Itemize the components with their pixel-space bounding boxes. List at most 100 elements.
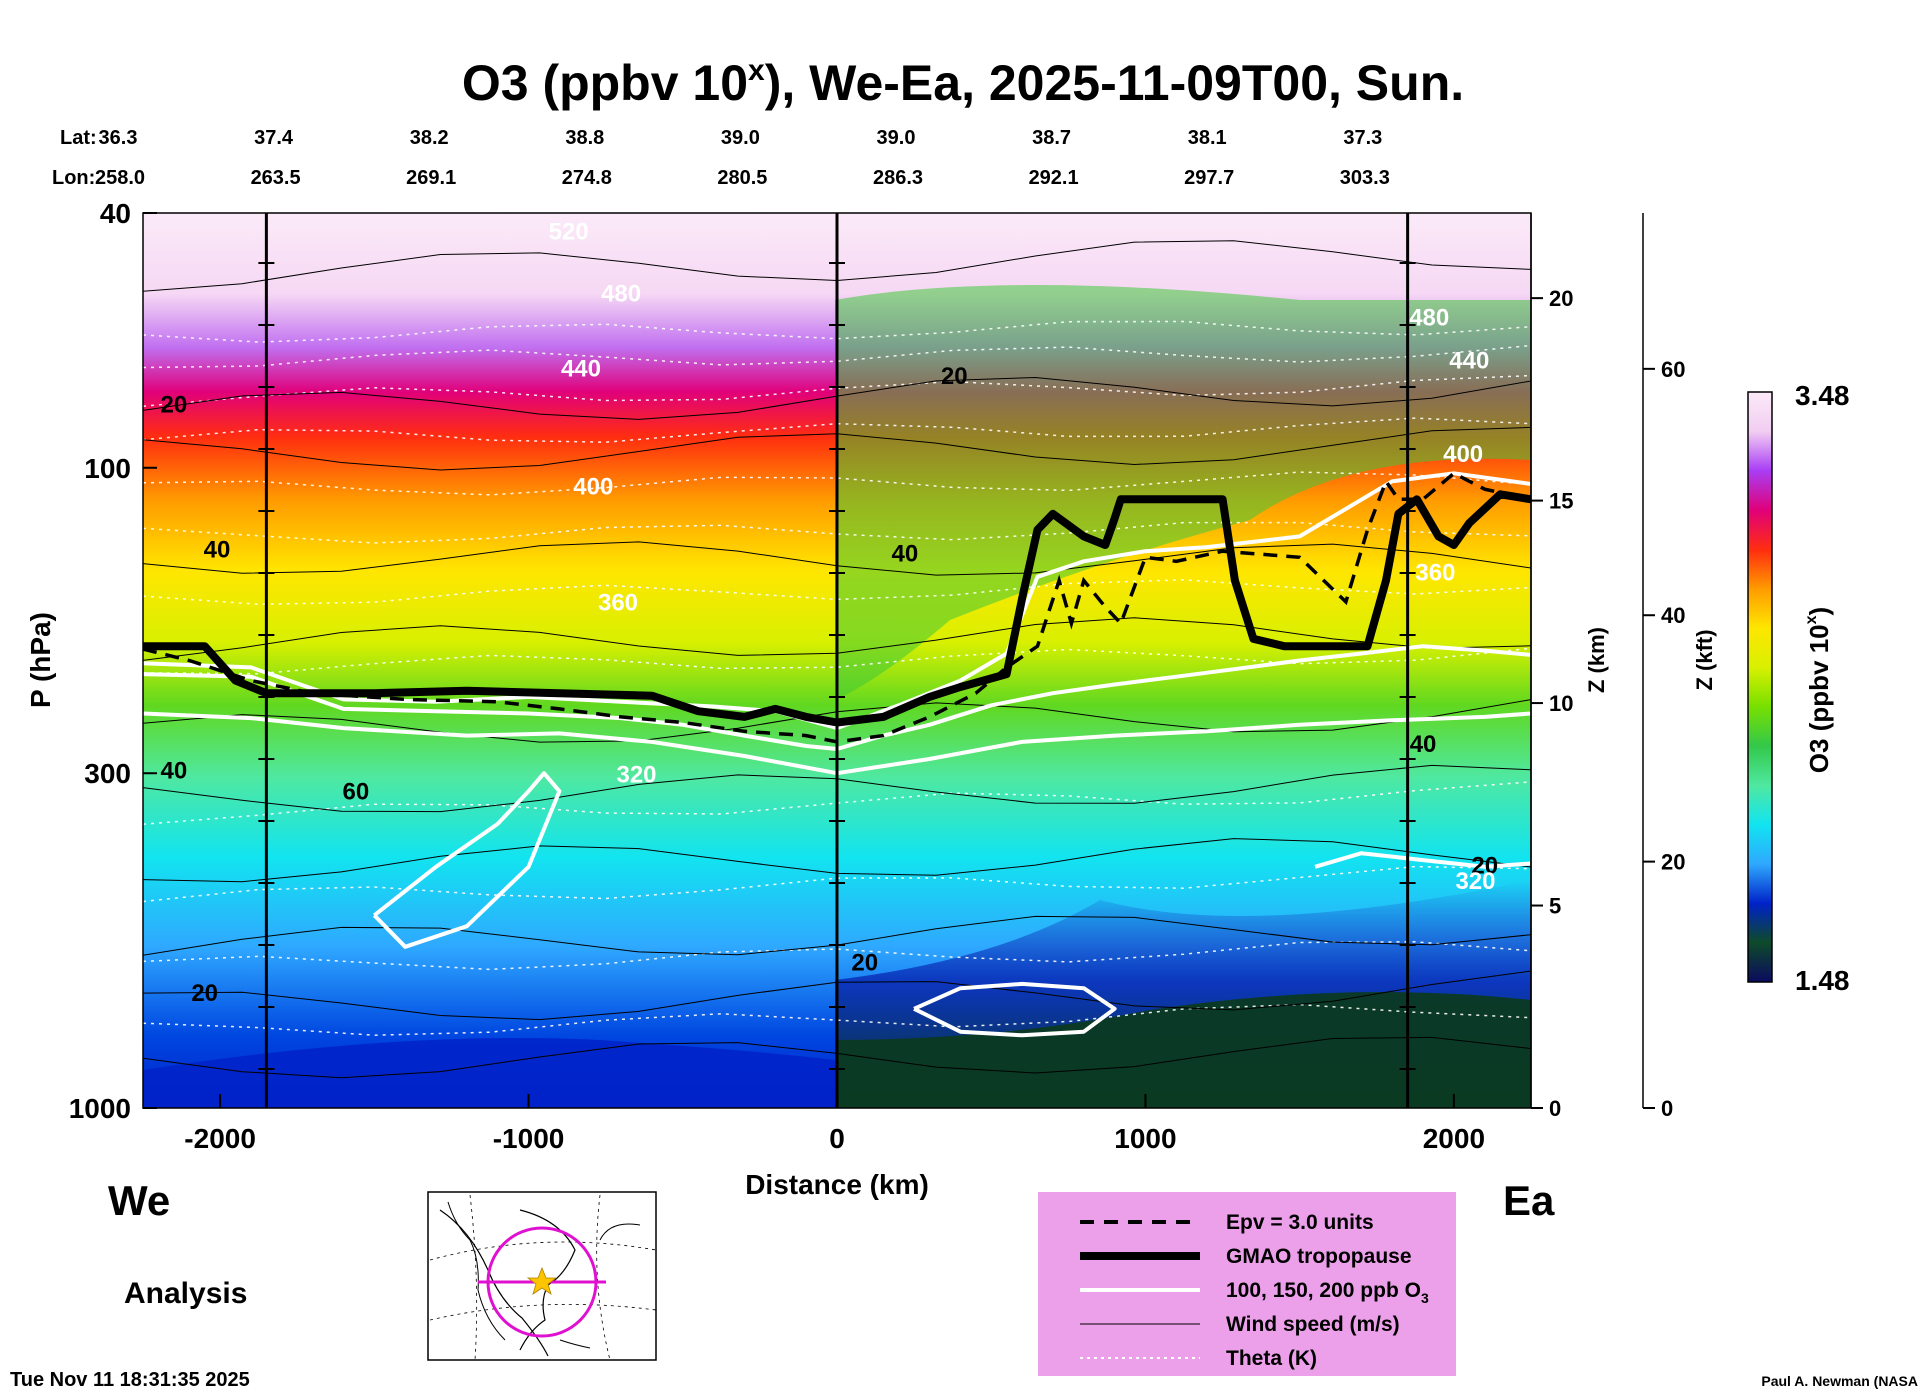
x-axis: -2000 -1000 0 1000 2000 [184,1094,1485,1154]
theta-label: 360 [1415,560,1455,587]
east-label: Ea [1503,1177,1555,1224]
wind-labels: 20 40 40 60 20 20 40 20 40 20 [160,363,1498,1007]
lon-value: 297.7 [1184,167,1234,189]
lon-value: 303.3 [1340,167,1390,189]
legend-epv: Epv = 3.0 units [1226,1211,1374,1234]
colorbar-max-label: 3.48 [1795,380,1850,411]
lat-value: 38.1 [1188,127,1227,149]
lon-label: Lon: [52,167,95,189]
x-tick-label: 0 [829,1123,845,1154]
map-inset [427,1191,657,1361]
z-kft-tick-label: 60 [1661,357,1685,382]
theta-label: 400 [1443,441,1483,468]
o3-contour [372,771,562,949]
x-tick-label: -1000 [493,1123,565,1154]
theta-label: 520 [549,219,589,246]
theta-label: 480 [1409,305,1449,332]
theta-isentropes [143,320,1531,1036]
section-vertical-lines [258,213,1416,1108]
legend: Epv = 3.0 units GMAO tropopause 100, 150… [1038,1192,1456,1376]
theta-line [143,374,1531,407]
p-tick-label: 1000 [69,1093,131,1124]
theta-label: 360 [598,589,638,616]
theta-label: 400 [573,473,613,500]
o3-contour [1314,851,1531,869]
p-tick-label: 40 [100,198,131,229]
theta-label: 440 [1449,348,1489,375]
legend-theta: Theta (K) [1226,1347,1317,1370]
lat-value: 38.7 [1032,127,1071,149]
z-km-tick-label: 10 [1549,691,1573,716]
legend-wind: Wind speed (m/s) [1226,1313,1400,1336]
o3-contour [143,644,1531,751]
wind-label: 40 [892,540,919,567]
wind-label: 60 [342,779,369,806]
credit: Paul A. Newman (NASA [1761,1373,1918,1389]
analysis-label: Analysis [124,1277,247,1310]
lat-value: 38.8 [565,127,604,149]
x-tick-label: 1000 [1114,1123,1176,1154]
lat-value: 37.4 [254,127,294,149]
wind-label: 20 [160,392,187,419]
epv-path [143,471,1531,744]
wind-label: 20 [851,950,878,977]
z-km-axis-title: Z (km) [1584,627,1609,693]
lon-value: 263.5 [251,167,301,189]
lat-value: 36.3 [99,127,138,149]
wind-label: 40 [204,536,231,563]
theta-label: 320 [1455,868,1495,895]
colorbar-min-label: 1.48 [1795,965,1850,996]
lon-value: 269.1 [406,167,456,189]
lat-value: 39.0 [721,127,760,149]
pressure-axis: 40 100 300 1000 [69,198,157,1124]
legend-tropopause: GMAO tropopause [1226,1245,1412,1268]
theta-label: 320 [616,761,656,788]
epv-line [143,471,1531,744]
lon-value: 274.8 [562,167,612,189]
x-tick-label: 2000 [1423,1123,1485,1154]
lon-value: 292.1 [1029,167,1079,189]
z-km-tick-label: 20 [1549,286,1573,311]
lon-values: 258.0 263.5 269.1 274.8 280.5 286.3 292.1 297.7… [95,167,1390,189]
theta-label: 440 [561,355,601,382]
wind-label: 40 [160,758,187,785]
lon-value: 286.3 [873,167,923,189]
colorbar [1747,391,1773,983]
wind-label: 20 [941,363,968,390]
chart-title: O3 (ppbv 10x), We-Ea, 2025-11-09T00, Sun… [462,54,1464,111]
lat-label: Lat: [60,127,97,149]
theta-label: 480 [601,281,641,308]
wind-label: 20 [191,980,218,1007]
z-kft-tick-label: 40 [1661,603,1685,628]
z-km-tick-label: 15 [1549,489,1573,514]
lat-value: 38.2 [410,127,449,149]
wind-label: 40 [1410,731,1437,758]
z-kft-axis: 0 20 40 60 [1642,213,1685,1121]
z-km-tick-label: 5 [1549,894,1561,919]
x-tick-label: -2000 [184,1123,256,1154]
z-kft-tick-label: 0 [1661,1096,1673,1121]
colorbar-title: O3 (ppbv 10x) [1803,607,1834,773]
tropopause-line [143,490,1531,727]
z-kft-tick-label: 20 [1661,850,1685,875]
legend-o3: 100, 150, 200 ppb O3 [1226,1279,1429,1306]
lon-value: 280.5 [717,167,767,189]
z-km-axis: 0 5 10 15 20 [1530,213,1573,1121]
timestamp: Tue Nov 11 18:31:35 2025 [10,1369,250,1391]
lat-values: 36.3 37.4 38.2 38.8 39.0 39.0 38.7 38.1 37.3 [99,127,1383,149]
lon-value: 258.0 [95,167,145,189]
wind-label: 20 [1471,852,1498,879]
z-kft-axis-title: Z (kft) [1692,629,1717,690]
p-axis-title: P (hPa) [25,612,56,708]
tropopause-path [143,490,1531,727]
o3-contour [913,981,1117,1038]
o3-contour [143,711,1531,776]
x-axis-title: Distance (km) [745,1169,929,1200]
p-tick-label: 100 [84,453,131,484]
p-tick-label: 300 [84,758,131,789]
theta-line [143,781,1531,825]
z-km-tick-label: 0 [1549,1096,1561,1121]
lat-value: 39.0 [877,127,916,149]
